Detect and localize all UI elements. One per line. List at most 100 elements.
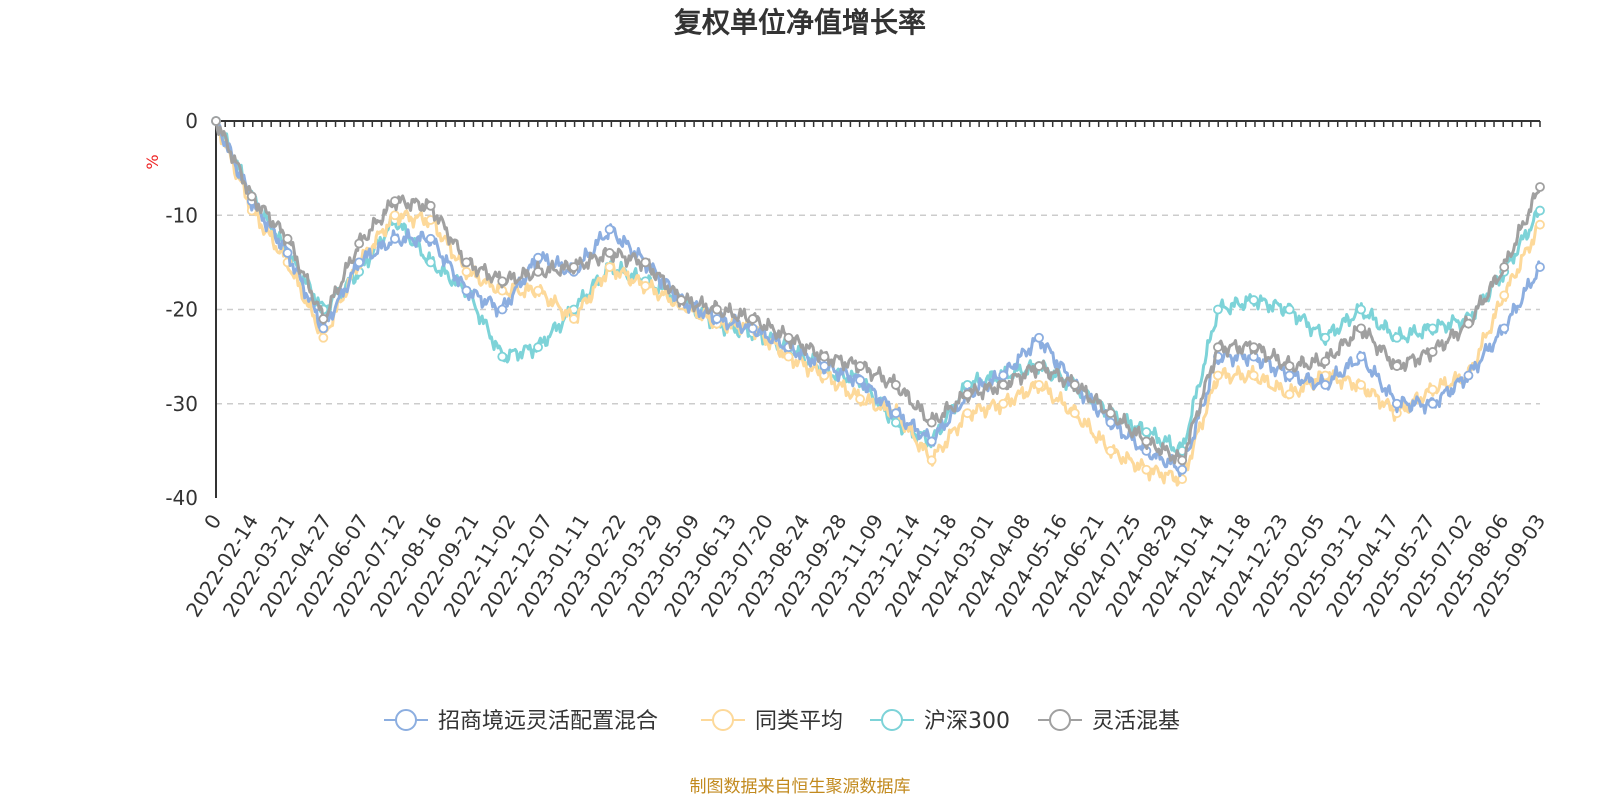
data-point	[568, 314, 579, 324]
data-point	[318, 314, 329, 324]
data-point	[497, 304, 508, 315]
data-point	[1105, 445, 1116, 456]
data-point	[926, 436, 937, 447]
y-tick-label: -40	[165, 486, 198, 510]
data-point	[1141, 427, 1152, 437]
legend-label: 灵活混基	[1092, 709, 1180, 734]
data-point	[1535, 205, 1545, 216]
series-line	[214, 120, 1541, 487]
data-point	[1069, 379, 1080, 390]
legend-item[interactable]: 灵活混基	[1038, 709, 1180, 734]
source-note: 制图数据来自恒生聚源数据库	[690, 777, 911, 797]
data-point	[926, 417, 937, 428]
data-point	[1034, 361, 1044, 371]
data-point	[1034, 379, 1044, 390]
data-point	[926, 455, 937, 466]
data-point	[425, 233, 436, 244]
data-point	[712, 304, 722, 315]
data-point	[1535, 219, 1545, 230]
legend-swatch-marker	[395, 709, 417, 731]
data-point	[1427, 347, 1438, 357]
data-point	[1177, 474, 1188, 485]
legend-swatch-marker	[1049, 709, 1071, 731]
x-axis: 02022-02-142022-03-212022-04-272022-06-0…	[181, 120, 1550, 621]
data-point	[890, 408, 901, 419]
legend-label: 招商境远灵活配置混合	[438, 709, 658, 734]
data-point	[1427, 323, 1438, 334]
data-point	[1356, 379, 1366, 390]
data-point	[1034, 332, 1044, 343]
data-point	[1427, 398, 1438, 409]
data-point	[855, 375, 866, 386]
data-point	[533, 342, 543, 353]
data-point	[998, 370, 1009, 381]
data-point	[1356, 304, 1366, 315]
data-point	[1284, 389, 1295, 400]
series-line	[214, 120, 1542, 478]
y-tick-label: -30	[165, 392, 198, 416]
data-point	[282, 248, 293, 258]
data-point	[747, 314, 758, 324]
data-point	[890, 379, 901, 390]
data-point	[819, 361, 830, 371]
data-point	[783, 351, 794, 362]
data-point	[1213, 370, 1223, 381]
legend[interactable]: 招商境远灵活配置混合 同类平均 沪深300 灵活混基	[384, 709, 1180, 734]
data-point	[1284, 304, 1295, 315]
data-point	[640, 281, 651, 291]
data-point	[1535, 262, 1545, 272]
series-0	[211, 116, 1545, 478]
data-point	[390, 210, 400, 221]
data-point	[246, 191, 257, 202]
data-point	[1499, 262, 1510, 272]
data-point	[461, 257, 472, 268]
chart-title: 复权单位净值增长率	[674, 6, 926, 39]
data-point	[1284, 361, 1295, 371]
data-point	[318, 323, 329, 334]
data-point	[604, 262, 615, 272]
data-point	[533, 266, 543, 277]
series-2	[211, 116, 1545, 456]
legend-item[interactable]: 同类平均	[701, 709, 843, 734]
legend-label: 沪深300	[924, 709, 1010, 734]
data-point	[533, 285, 543, 296]
series-1	[211, 116, 1545, 487]
x-tick-label: 0	[199, 510, 226, 534]
data-point	[533, 252, 543, 263]
data-point	[1248, 295, 1259, 305]
data-point	[1105, 408, 1116, 419]
data-point	[1356, 323, 1366, 334]
data-point	[1177, 464, 1188, 475]
data-point	[855, 361, 866, 371]
series-lines	[211, 116, 1545, 487]
data-point	[1177, 455, 1188, 466]
data-point	[1391, 361, 1402, 371]
data-point	[1320, 356, 1331, 367]
legend-item[interactable]: 沪深300	[870, 709, 1010, 734]
data-point	[425, 200, 436, 211]
data-point	[282, 233, 293, 244]
data-point	[1141, 436, 1152, 447]
legend-item[interactable]: 招商境远灵活配置混合	[384, 709, 658, 734]
data-point	[1499, 290, 1510, 301]
data-point	[568, 262, 579, 272]
data-point	[318, 332, 329, 343]
data-point	[390, 196, 400, 207]
data-point	[1391, 332, 1402, 343]
data-point	[1356, 351, 1366, 362]
data-point	[998, 398, 1009, 409]
data-point	[1213, 304, 1223, 315]
data-point	[604, 248, 615, 258]
data-point	[1105, 417, 1116, 428]
legend-label: 同类平均	[755, 709, 843, 734]
series-3	[211, 116, 1545, 466]
data-point	[962, 389, 973, 400]
data-point	[890, 417, 901, 428]
data-point	[1463, 318, 1474, 329]
data-point	[783, 332, 794, 343]
data-point	[461, 266, 472, 277]
y-tick-label: -20	[165, 298, 198, 322]
data-point	[497, 351, 508, 362]
data-point	[425, 257, 436, 268]
